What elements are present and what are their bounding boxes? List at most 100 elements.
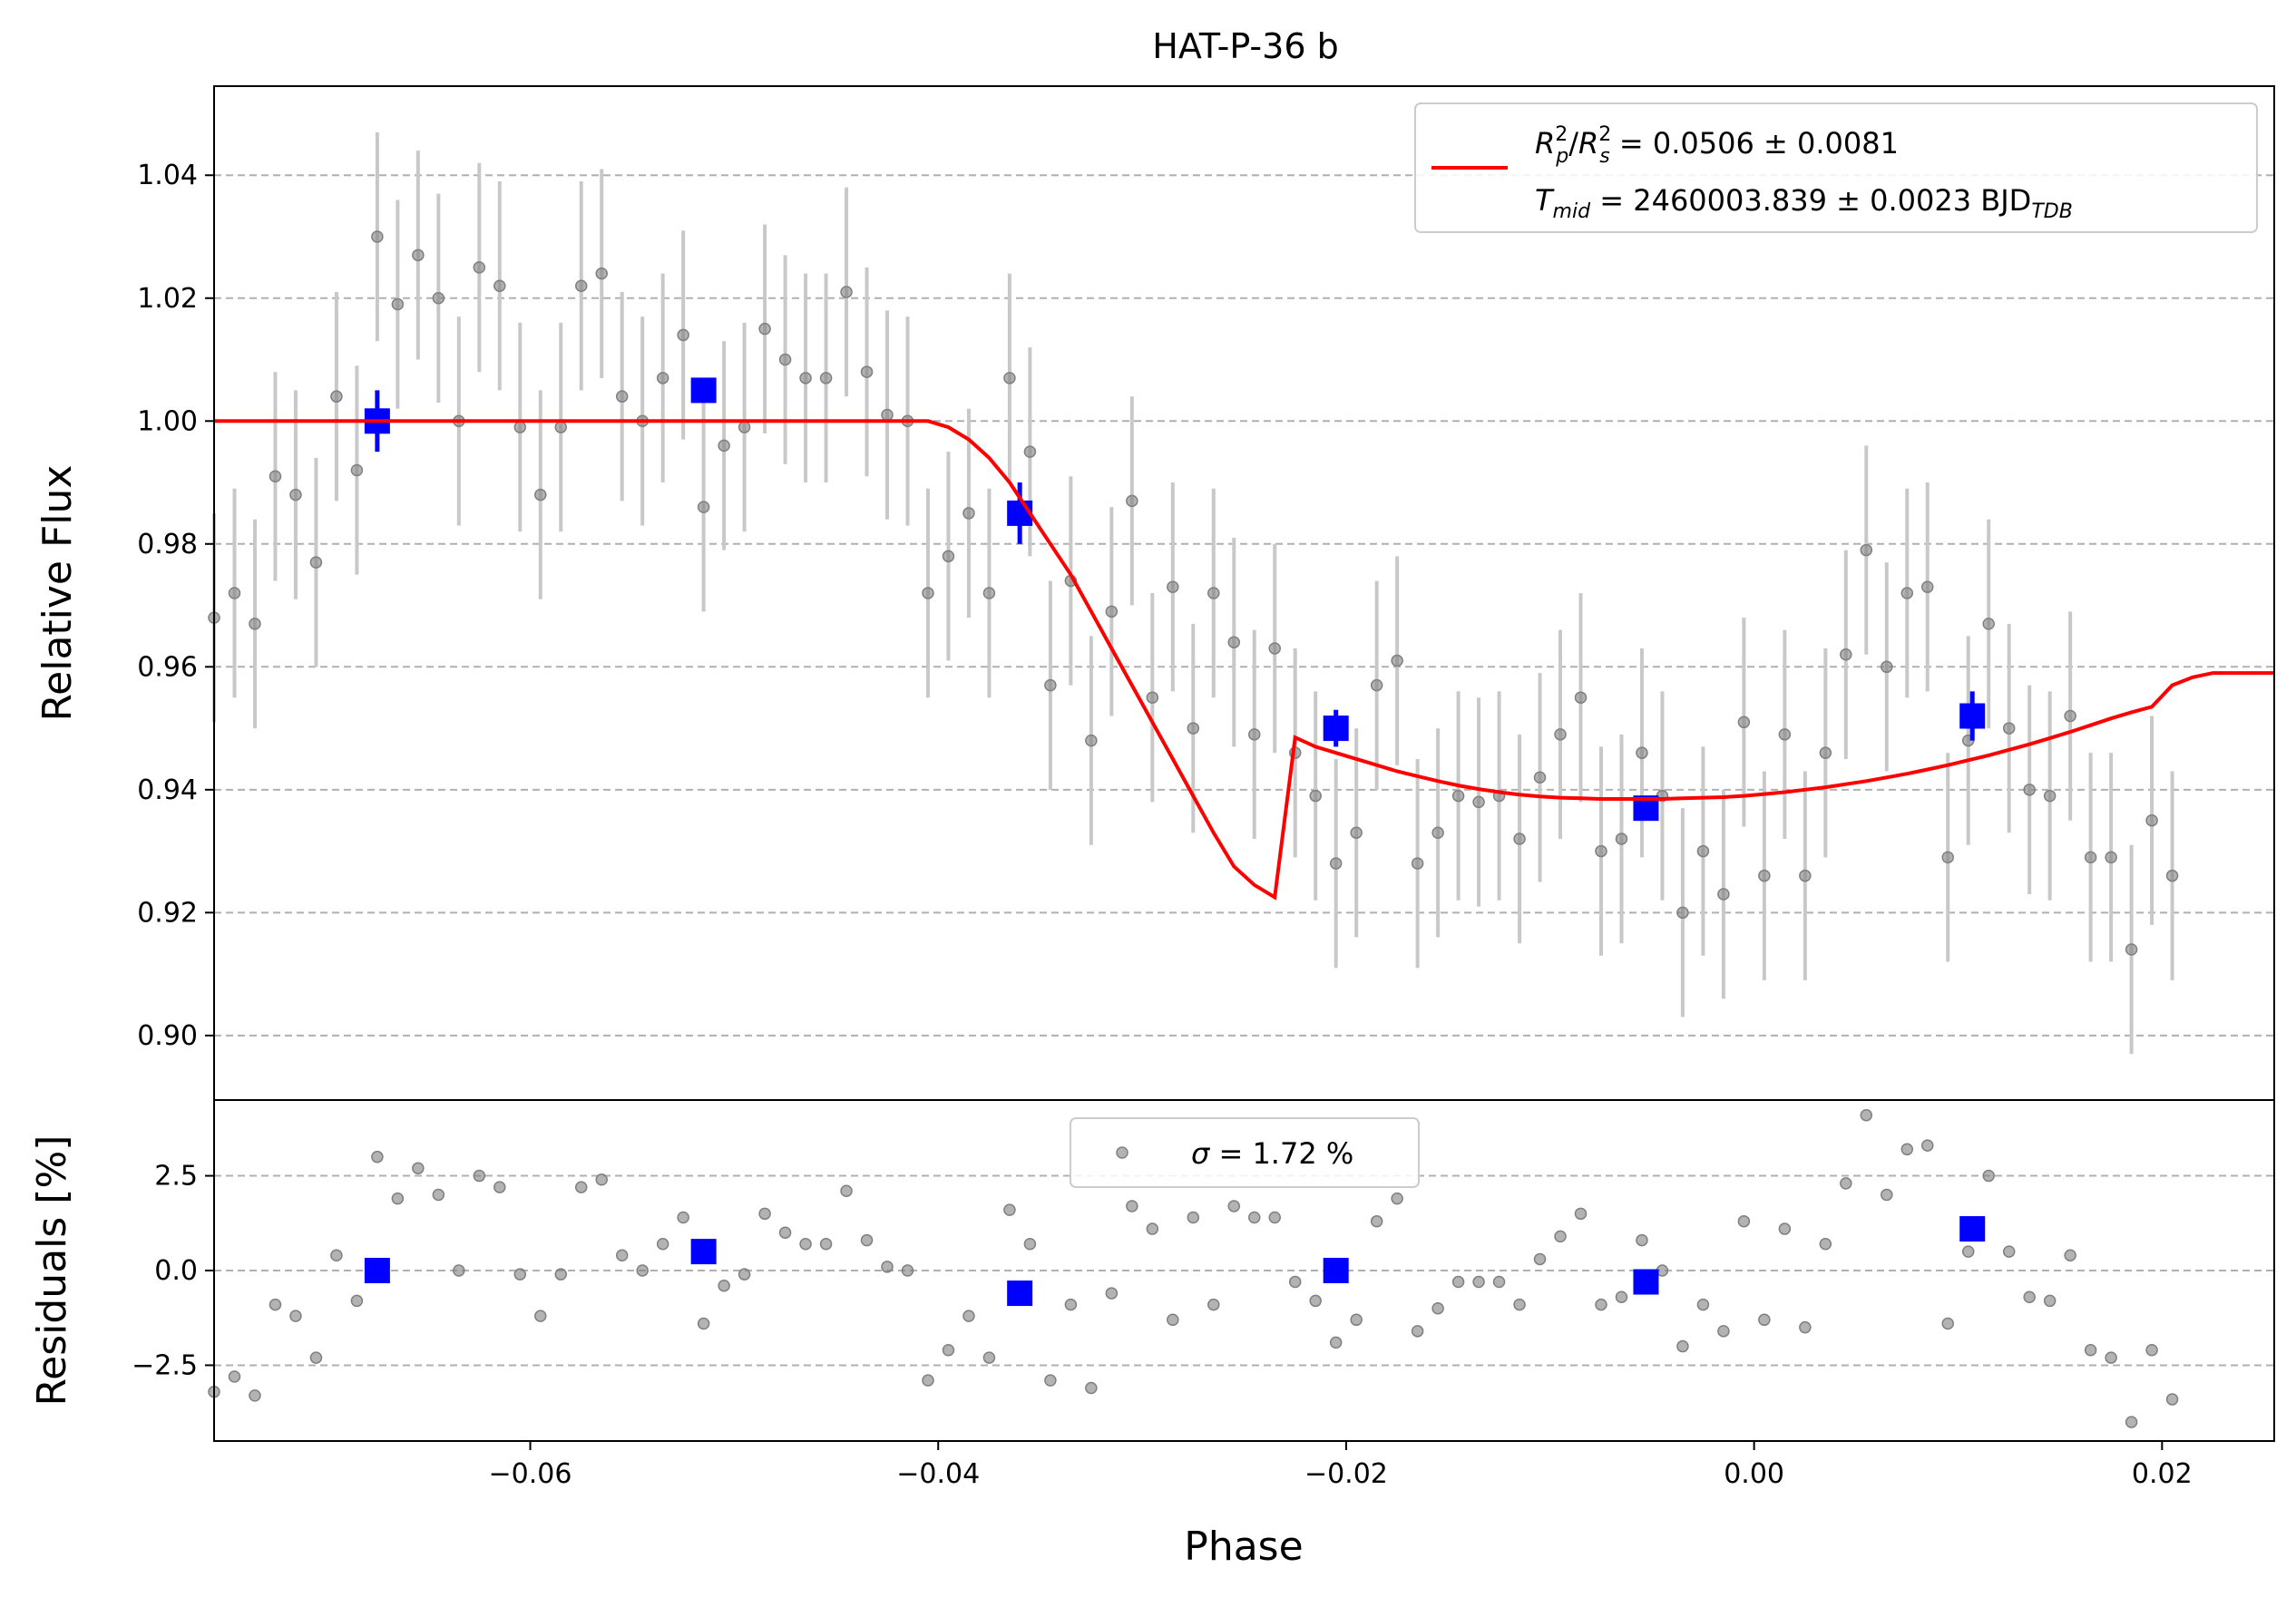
flux-raw-point bbox=[473, 261, 486, 274]
residual-raw-point bbox=[412, 1162, 425, 1174]
residual-y-tick-label: −2.5 bbox=[132, 1349, 198, 1381]
flux-raw-point bbox=[493, 279, 506, 292]
flux-raw-point bbox=[1595, 844, 1607, 858]
residual-raw-point bbox=[228, 1370, 241, 1383]
flux-raw-point bbox=[1717, 888, 1730, 901]
flux-legend-box bbox=[1414, 102, 2258, 233]
flux-raw-point bbox=[1758, 869, 1771, 882]
residual-raw-point bbox=[249, 1389, 261, 1402]
residual-raw-point bbox=[2023, 1290, 2036, 1303]
flux-raw-point bbox=[1329, 857, 1343, 870]
residual-binned-point bbox=[690, 1239, 717, 1265]
flux-raw-point bbox=[1187, 722, 1200, 735]
flux-raw-point bbox=[758, 322, 771, 336]
flux-y-axis-title: Relative Flux bbox=[34, 465, 81, 722]
residual-raw-point bbox=[1268, 1211, 1281, 1224]
flux-raw-point bbox=[1391, 654, 1403, 667]
residual-raw-point bbox=[718, 1279, 730, 1292]
flux-binned-point bbox=[1959, 703, 1986, 729]
flux-raw-point bbox=[1676, 906, 1689, 920]
flux-raw-point bbox=[513, 421, 527, 433]
residual-raw-point bbox=[595, 1173, 608, 1186]
residual-raw-point bbox=[1329, 1336, 1343, 1349]
residual-raw-point bbox=[922, 1374, 934, 1387]
flux-raw-point bbox=[371, 230, 384, 243]
flux-raw-point bbox=[2023, 784, 2036, 796]
flux-raw-point bbox=[840, 286, 853, 298]
residual-y-tick-label: 2.5 bbox=[154, 1161, 198, 1193]
flux-raw-point bbox=[1982, 618, 1995, 630]
residual-raw-point bbox=[1737, 1214, 1751, 1228]
flux-raw-point bbox=[228, 587, 241, 599]
residual-raw-point bbox=[1840, 1177, 1852, 1190]
residual-raw-point bbox=[1574, 1207, 1588, 1221]
flux-raw-point bbox=[2002, 722, 2016, 735]
residual-raw-point bbox=[1247, 1211, 1261, 1224]
flux-raw-point bbox=[1370, 678, 1383, 692]
flux-raw-point bbox=[1636, 746, 1648, 759]
flux-raw-point bbox=[615, 390, 629, 403]
flux-raw-point bbox=[1513, 833, 1526, 845]
flux-raw-point bbox=[1840, 648, 1852, 661]
flux-raw-point bbox=[1533, 771, 1547, 784]
residual-raw-point bbox=[1309, 1294, 1322, 1308]
transit-model-curve bbox=[214, 419, 2274, 901]
flux-raw-point bbox=[881, 408, 894, 422]
residual-raw-point bbox=[2165, 1393, 2179, 1406]
residual-binned-point bbox=[1633, 1269, 1659, 1295]
flux-raw-point bbox=[432, 292, 445, 305]
residual-raw-point bbox=[1044, 1374, 1057, 1387]
residual-raw-point bbox=[697, 1317, 710, 1330]
flux-raw-point bbox=[350, 463, 364, 477]
flux-raw-point bbox=[718, 439, 730, 453]
residual-raw-point bbox=[1207, 1298, 1220, 1311]
residual-raw-point bbox=[799, 1238, 812, 1251]
flux-raw-point bbox=[534, 488, 547, 501]
residual-binned-point bbox=[1007, 1281, 1033, 1307]
residual-raw-point bbox=[432, 1188, 445, 1202]
flux-raw-point bbox=[289, 488, 302, 501]
residual-raw-point bbox=[1513, 1298, 1526, 1311]
flux-raw-point bbox=[1778, 728, 1792, 741]
flux-raw-point bbox=[942, 550, 955, 563]
flux-y-tick-label: 0.96 bbox=[137, 651, 198, 683]
residual-binned-point bbox=[1323, 1258, 1349, 1283]
residual-raw-point bbox=[901, 1264, 914, 1277]
flux-raw-point bbox=[391, 297, 405, 311]
residual-raw-point bbox=[371, 1150, 384, 1164]
flux-raw-point bbox=[819, 372, 833, 385]
residual-raw-point bbox=[1819, 1238, 1832, 1251]
residual-raw-point bbox=[1227, 1200, 1241, 1212]
flux-raw-point bbox=[1900, 587, 1914, 599]
flux-raw-point bbox=[1126, 494, 1138, 508]
residual-raw-point bbox=[1187, 1211, 1200, 1224]
residual-raw-point bbox=[534, 1310, 547, 1322]
residual-raw-point bbox=[1126, 1200, 1138, 1212]
chart-title: HAT-P-36 b bbox=[1152, 26, 1338, 66]
flux-raw-point bbox=[2084, 851, 2097, 864]
flux-y-tick-label: 0.90 bbox=[137, 1020, 198, 1052]
residual-raw-point bbox=[677, 1211, 689, 1224]
residual-raw-point bbox=[513, 1268, 527, 1281]
residual-raw-point bbox=[1023, 1238, 1037, 1251]
residual-raw-point bbox=[1391, 1192, 1403, 1205]
flux-raw-point bbox=[962, 507, 975, 520]
residual-raw-point bbox=[738, 1268, 751, 1281]
flux-raw-point bbox=[1737, 716, 1751, 729]
flux-y-tick-label: 1.02 bbox=[137, 283, 198, 315]
flux-raw-point bbox=[2105, 851, 2117, 864]
residual-binned-point bbox=[364, 1258, 390, 1283]
flux-raw-point bbox=[1554, 728, 1567, 741]
residual-raw-point bbox=[1350, 1313, 1363, 1327]
flux-y-tick-label: 0.92 bbox=[137, 897, 198, 929]
residual-raw-point bbox=[1615, 1290, 1628, 1303]
residual-raw-point bbox=[1492, 1275, 1506, 1289]
residual-raw-point bbox=[1105, 1287, 1119, 1300]
flux-raw-point bbox=[412, 248, 425, 262]
residual-raw-point bbox=[1941, 1317, 1954, 1330]
flux-raw-point bbox=[982, 587, 996, 599]
residual-raw-point bbox=[554, 1268, 567, 1281]
flux-raw-point bbox=[1696, 844, 1710, 858]
residual-raw-point bbox=[860, 1233, 874, 1247]
